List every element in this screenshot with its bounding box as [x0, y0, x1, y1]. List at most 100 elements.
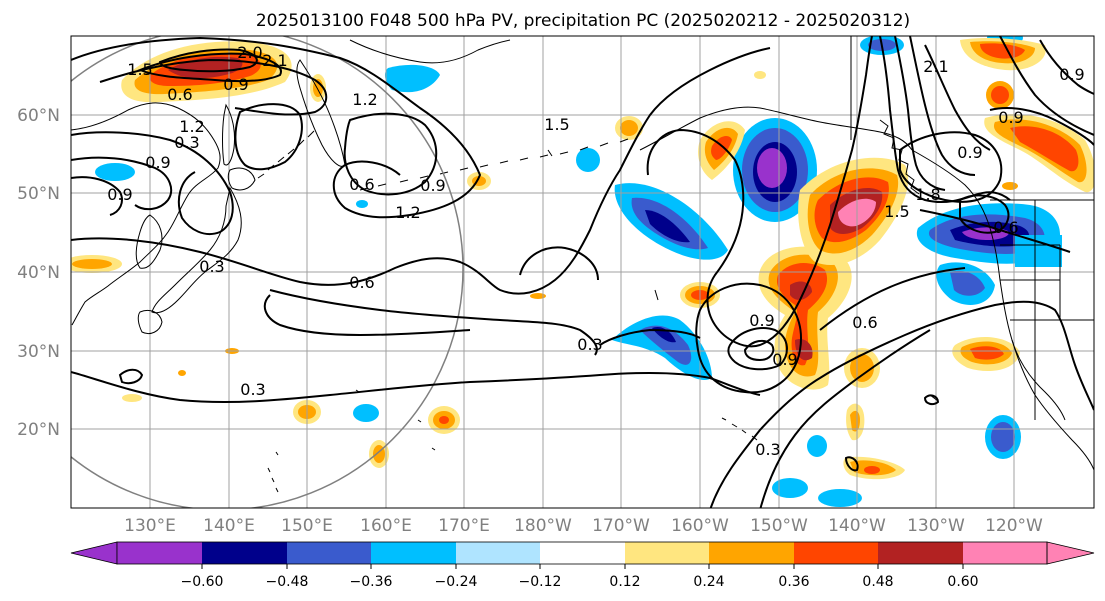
- pv-contour: [158, 48, 258, 73]
- pv-contour: [923, 394, 940, 406]
- contour-label: 0.3: [755, 440, 780, 459]
- contour-label: 0.6: [993, 218, 1018, 237]
- contour-label: 0.6: [167, 85, 192, 104]
- pv-contour: [263, 294, 471, 337]
- anomaly-patch: [984, 114, 1094, 193]
- lon-tick-label: 130°W: [907, 516, 965, 536]
- anomaly-patch: [698, 121, 745, 180]
- anomaly-patch: [71, 71, 1018, 468]
- colorbar-tick-label: 0.36: [778, 574, 809, 590]
- kamchatka-coast: [296, 59, 346, 167]
- chukotka-coast: [349, 39, 511, 64]
- colorbar-segment: [625, 542, 709, 564]
- contour-label: 0.3: [199, 257, 224, 276]
- contour-label: 0.9: [107, 185, 132, 204]
- japan-kyushu-coast: [137, 309, 163, 335]
- north-america-coast: [911, 149, 1094, 471]
- hokkaido-coast: [227, 167, 256, 191]
- colorbar-segment: [456, 542, 540, 564]
- pv-contour: [919, 209, 1071, 253]
- contour-label: 1.2: [179, 117, 204, 136]
- anomaly-patch: [843, 348, 905, 480]
- colorbar-tick-label: 0.48: [862, 574, 893, 590]
- longitude-labels: 130°E 140°E 150°E 160°E 170°E 180°W 170°…: [124, 516, 1043, 536]
- pv-contour: [999, 36, 1094, 136]
- contour-label: 0.3: [577, 335, 602, 354]
- sakhalin-coast: [222, 103, 235, 166]
- contour-label: 1.8: [915, 185, 940, 204]
- figure-title: 2025013100 F048 500 hPa PV, precipitatio…: [256, 11, 910, 31]
- lon-tick-label: 130°E: [124, 516, 176, 536]
- contour-label: 1.2: [352, 90, 377, 109]
- coastlines: [71, 36, 1094, 493]
- lon-tick-label: 180°W: [514, 516, 572, 536]
- pv-contour: [819, 267, 966, 331]
- pv-contours: [71, 36, 1094, 508]
- pv-contour: [269, 289, 598, 356]
- latitude-labels: 60°N 50°N 40°N 30°N 20°N: [17, 106, 60, 440]
- map-frame: [70, 35, 1095, 509]
- pv-contour: [879, 36, 1011, 204]
- contour-label: 0.9: [420, 176, 445, 195]
- pv-contour: [989, 107, 1094, 146]
- colorbar-tick-label: −0.24: [435, 574, 478, 590]
- lon-tick-label: 160°W: [671, 516, 729, 536]
- colorbar-tick-label: 0.12: [609, 574, 640, 590]
- contour-labels: 1.5 2.0 2.1 0.6 0.9 1.2 0.3 0.9 0.9 0.6 …: [107, 43, 1084, 459]
- proxy-radius-circle: [71, 36, 464, 508]
- colorbar-segment: [117, 542, 202, 564]
- lat-tick-label: 50°N: [17, 184, 60, 204]
- contour-label: 1.5: [127, 60, 152, 79]
- colorbar-segment: [371, 542, 456, 564]
- colorbar-extend-high: [1046, 541, 1095, 565]
- asia-mainland-coast: [71, 102, 221, 326]
- pv-contour: [894, 36, 946, 191]
- colorbar-tick-label: 0.24: [693, 574, 724, 590]
- lat-tick-label: 30°N: [17, 342, 60, 362]
- anomaly-patch: [985, 415, 1021, 459]
- colorbar-extend-low: [70, 541, 118, 565]
- colorbar-segment: [878, 542, 963, 564]
- pv-contour: [646, 36, 873, 348]
- colorbar-segment: [202, 542, 287, 564]
- colorbar-tick-label: −0.36: [350, 574, 393, 590]
- pv-contour: [343, 112, 438, 196]
- colorbar-segment: [287, 542, 371, 564]
- pv-contour: [1039, 39, 1094, 95]
- colorbar-segment: [794, 542, 878, 564]
- contour-label: 0.9: [957, 143, 982, 162]
- colorbar-tick-label: −0.12: [519, 574, 562, 590]
- pv-contour: [71, 176, 123, 216]
- pv-contour: [99, 58, 328, 116]
- colorbar-segment: [709, 542, 794, 564]
- contour-label: 2.1: [262, 51, 287, 70]
- hawaii-islands: [721, 417, 758, 441]
- pv-contour: [743, 339, 775, 362]
- lat-tick-label: 20°N: [17, 420, 60, 440]
- pv-contour: [759, 329, 931, 508]
- state-borders: [1000, 200, 1094, 420]
- contour-label: 1.5: [544, 115, 569, 134]
- lat-tick-label: 60°N: [17, 106, 60, 126]
- contour-label: 0.9: [998, 108, 1023, 127]
- contour-label: 0.3: [240, 380, 265, 399]
- colorbar-ticks: [201, 564, 964, 569]
- pv-contour: [234, 103, 303, 171]
- baja-coast: [1011, 339, 1066, 421]
- contour-label: 0.9: [145, 153, 170, 172]
- contour-label: 0.9: [772, 350, 797, 369]
- pv-contour: [959, 194, 1010, 234]
- colorbar-segment: [540, 542, 625, 564]
- alaska-coast: [639, 106, 913, 151]
- contour-label: 0.6: [852, 313, 877, 332]
- pv-contour: [137, 52, 282, 83]
- contour-label: 0.6: [349, 175, 374, 194]
- colorbar: −0.60 −0.48 −0.36 −0.24 −0.12 0.12 0.24 …: [70, 541, 1095, 590]
- contour-label: 0.9: [223, 75, 248, 94]
- positive-anomaly-shading: [71, 37, 1094, 480]
- colorbar-frame: [116, 541, 1048, 565]
- lat-tick-label: 40°N: [17, 263, 60, 283]
- lon-tick-label: 140°W: [828, 516, 886, 536]
- pv-contour: [924, 44, 991, 151]
